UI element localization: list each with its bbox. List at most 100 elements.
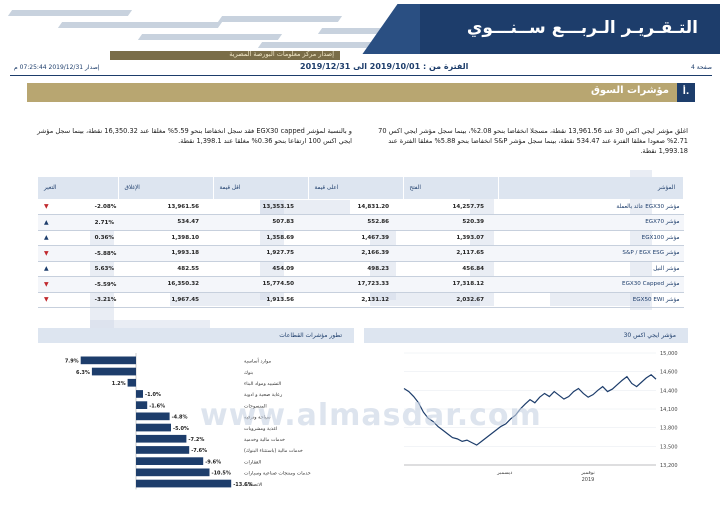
category-label: رعاية صحية و ادوية xyxy=(244,392,283,398)
x-tick-label: نوفمبر xyxy=(580,470,595,476)
open-cell: 17,318.12 xyxy=(403,276,498,293)
page-number: صفحة 4 xyxy=(691,64,712,71)
index-name-cell: مؤشر EGX50 EWI xyxy=(498,292,684,308)
col-index: المؤشر xyxy=(498,177,684,199)
bar-value-label: -1.0% xyxy=(145,392,161,398)
open-cell: 1,393.07 xyxy=(403,230,498,246)
sector-bar xyxy=(80,356,136,365)
y-tick-label: 13,800 xyxy=(660,426,678,432)
close-cell: 13,961.56 xyxy=(118,199,213,215)
low-cell: 1,927.75 xyxy=(213,245,308,262)
category-label: موارد أساسية xyxy=(244,358,272,365)
change-value: -3.21% xyxy=(94,297,117,304)
open-cell: 520.39 xyxy=(403,214,498,231)
change-cell: ▼ -2.08% xyxy=(38,199,118,215)
open-cell: 456.84 xyxy=(403,261,498,277)
bar-value-label: -1.6% xyxy=(149,403,165,409)
arrow-up-icon: ▲ xyxy=(44,234,49,242)
sector-bar xyxy=(136,390,143,398)
col-close: الإغلاق xyxy=(118,177,214,199)
low-cell: 13,353.15 xyxy=(213,199,308,215)
banner-pattern xyxy=(0,4,420,54)
open-cell: 2,117.65 xyxy=(403,245,498,262)
bar-value-label: 7.9% xyxy=(65,359,79,365)
high-cell: 498.23 xyxy=(308,261,403,277)
market-summary-paragraph-1: اغلق مؤشر ايجي اكس 30 عند 13,961.56 نقطة… xyxy=(378,127,688,155)
table-row: ▼ -3.21% 1,967.45 1,913.56 2,131.12 2,032.67 م… xyxy=(38,292,684,308)
change-value: 0.36% xyxy=(94,235,115,242)
table-header-row: التغير الإغلاق اقل قيمة اعلى قيمة الفتح … xyxy=(38,177,684,199)
arrow-up-icon: ▲ xyxy=(44,265,49,273)
category-label: بنوك xyxy=(244,370,253,376)
change-value: 5.63% xyxy=(94,266,115,273)
low-cell: 15,774.50 xyxy=(213,276,308,293)
table-row: ▲ 2.71% 534.47 507.83 552.86 520.39 مؤشر EGX70 xyxy=(38,214,684,231)
change-value: -2.08% xyxy=(94,204,117,210)
report-period: الفترة من : 2019/10/01 الى 2019/12/31 xyxy=(300,62,469,71)
publisher-bar: إصدار مركز معلومات البورصة المصرية xyxy=(110,50,340,60)
low-cell: 454.09 xyxy=(213,261,308,277)
open-cell: 14,257.75 xyxy=(403,199,498,215)
high-cell: 1,467.39 xyxy=(308,230,403,246)
sector-bar xyxy=(136,412,170,421)
y-tick-label: 14,100 xyxy=(660,407,678,413)
category-label: خدمات ومنتجات صناعية وسيارات xyxy=(244,471,311,477)
index-name-cell: مؤشر EGX100 xyxy=(498,230,684,246)
col-change: التغير xyxy=(38,177,119,199)
category-label: الاتصالات xyxy=(244,482,262,488)
change-cell: ▲ 5.63% xyxy=(38,261,118,277)
category-label: المنسوجات xyxy=(244,403,267,409)
sectors-bar-chart: 7.9% موارد أساسية 6.3% بنوك 1.2% التشييد وموا… xyxy=(65,353,311,490)
arrow-up-icon: ▲ xyxy=(44,218,49,226)
sector-bar xyxy=(136,468,210,477)
publisher-label: إصدار مركز معلومات البورصة المصرية xyxy=(229,50,334,58)
change-value: 2.71% xyxy=(94,219,115,226)
y-tick-label: 13,500 xyxy=(660,444,678,450)
high-cell: 17,723.33 xyxy=(308,276,403,293)
table-row: ▲ 0.36% 1,398.10 1,358.69 1,467.39 1,393.07 مؤ… xyxy=(38,230,684,246)
market-summary-paragraph-2: و بالنسبة لمؤشر EGX30 capped فقد سجل انخ… xyxy=(37,127,352,145)
bar-value-label: -4.8% xyxy=(172,415,188,421)
col-high: اعلى قيمة xyxy=(308,177,404,199)
bar-value-label: -13.6% xyxy=(233,482,252,488)
y-tick-label: 13,200 xyxy=(660,463,678,469)
low-cell: 1,913.56 xyxy=(213,292,308,308)
change-cell: ▼ -5.88% xyxy=(38,245,118,262)
sector-bar xyxy=(136,401,148,409)
section-heading: مؤشرات السوق أ. xyxy=(27,83,695,102)
category-label: التشييد ومواد البناء xyxy=(244,381,281,387)
close-cell: 1,967.45 xyxy=(118,292,213,308)
change-value: -5.59% xyxy=(94,281,117,288)
table-row: ▼ -5.88% 1,993.18 1,927.75 2,166.39 2,117.65 م… xyxy=(38,245,684,262)
bar-value-label: -10.5% xyxy=(212,471,231,477)
y-tick-label: 14,400 xyxy=(660,388,678,394)
low-cell: 507.83 xyxy=(213,214,308,231)
bar-value-label: -7.6% xyxy=(191,448,207,454)
sector-bar xyxy=(136,434,187,443)
arrow-down-icon: ▼ xyxy=(44,296,49,304)
sector-bar xyxy=(136,446,190,454)
egx30-series-line xyxy=(403,374,657,446)
change-cell: ▼ -3.21% xyxy=(38,292,118,308)
change-cell: ▲ 0.36% xyxy=(38,230,118,246)
index-name-cell: مؤشر EGX30 Capped xyxy=(498,276,684,293)
arrow-down-icon: ▼ xyxy=(44,249,49,257)
sector-bar xyxy=(136,479,232,488)
index-name-cell: مؤشر S&P / EGX ESG xyxy=(498,245,684,262)
bar-value-label: -5.0% xyxy=(173,426,189,432)
issue-date: إصدار 2019/12/31 07:25:44 م xyxy=(14,64,100,71)
high-cell: 14,831.20 xyxy=(308,199,403,215)
arrow-down-icon: ▼ xyxy=(44,280,49,288)
close-cell: 1,993.18 xyxy=(118,245,213,262)
close-cell: 482.55 xyxy=(118,261,213,277)
category-label: اغذية ومشروبات xyxy=(244,426,277,432)
sector-bar xyxy=(91,367,136,376)
close-cell: 16,350.32 xyxy=(118,276,213,293)
arrow-down-icon: ▼ xyxy=(44,203,49,210)
bar-value-label: -7.2% xyxy=(188,437,204,443)
close-cell: 1,398.10 xyxy=(118,230,213,246)
index-name-cell: مؤشر النيل xyxy=(498,261,684,277)
bar-value-label: 1.2% xyxy=(112,381,126,387)
category-label: العقارات xyxy=(244,459,261,465)
category-label: خدمات مالية (باستثناء البنوك) xyxy=(244,448,303,454)
